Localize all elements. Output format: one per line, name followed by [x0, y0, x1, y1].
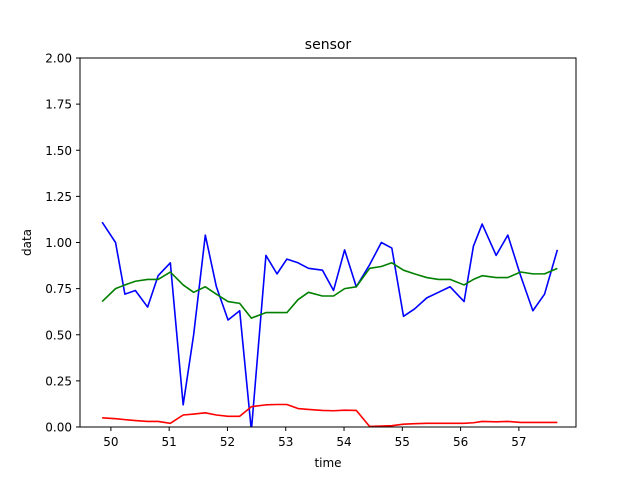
x-tick-label: 51 [162, 435, 177, 449]
plot-frame [79, 57, 577, 428]
series-line-3 [102, 403, 558, 427]
y-tick-label: 0.75 [45, 282, 72, 296]
series-layer [101, 221, 559, 427]
y-tick-label: 0.25 [45, 374, 72, 388]
series-line-2 [101, 261, 558, 319]
y-tick-label: 0.00 [45, 421, 72, 435]
x-tick-label: 54 [336, 435, 351, 449]
x-tick-label: 52 [220, 435, 235, 449]
x-tick-label: 57 [511, 435, 526, 449]
y-tick-label: 0.50 [45, 328, 72, 342]
y-tick-label: 2.00 [45, 52, 72, 66]
series-line-1 [101, 221, 559, 427]
y-tick-label: 1.75 [45, 98, 72, 112]
y-tick-label: 1.25 [45, 190, 72, 204]
chart-title: sensor [305, 37, 352, 53]
x-tick-label: 55 [395, 435, 410, 449]
y-tick-label: 1.00 [45, 236, 72, 250]
x-tick-label: 56 [453, 435, 468, 449]
x-tick-label: 50 [103, 435, 118, 449]
y-ticks: 0.00 0.25 0.50 0.75 1.00 1.25 1.50 1.75 2.00 [45, 52, 80, 435]
y-axis-label: data [20, 229, 34, 256]
y-tick-label: 1.50 [45, 144, 72, 158]
x-ticks: 50 51 52 53 54 55 56 57 [103, 427, 527, 449]
x-axis-label: time [314, 456, 341, 470]
x-tick-label: 53 [278, 435, 293, 449]
